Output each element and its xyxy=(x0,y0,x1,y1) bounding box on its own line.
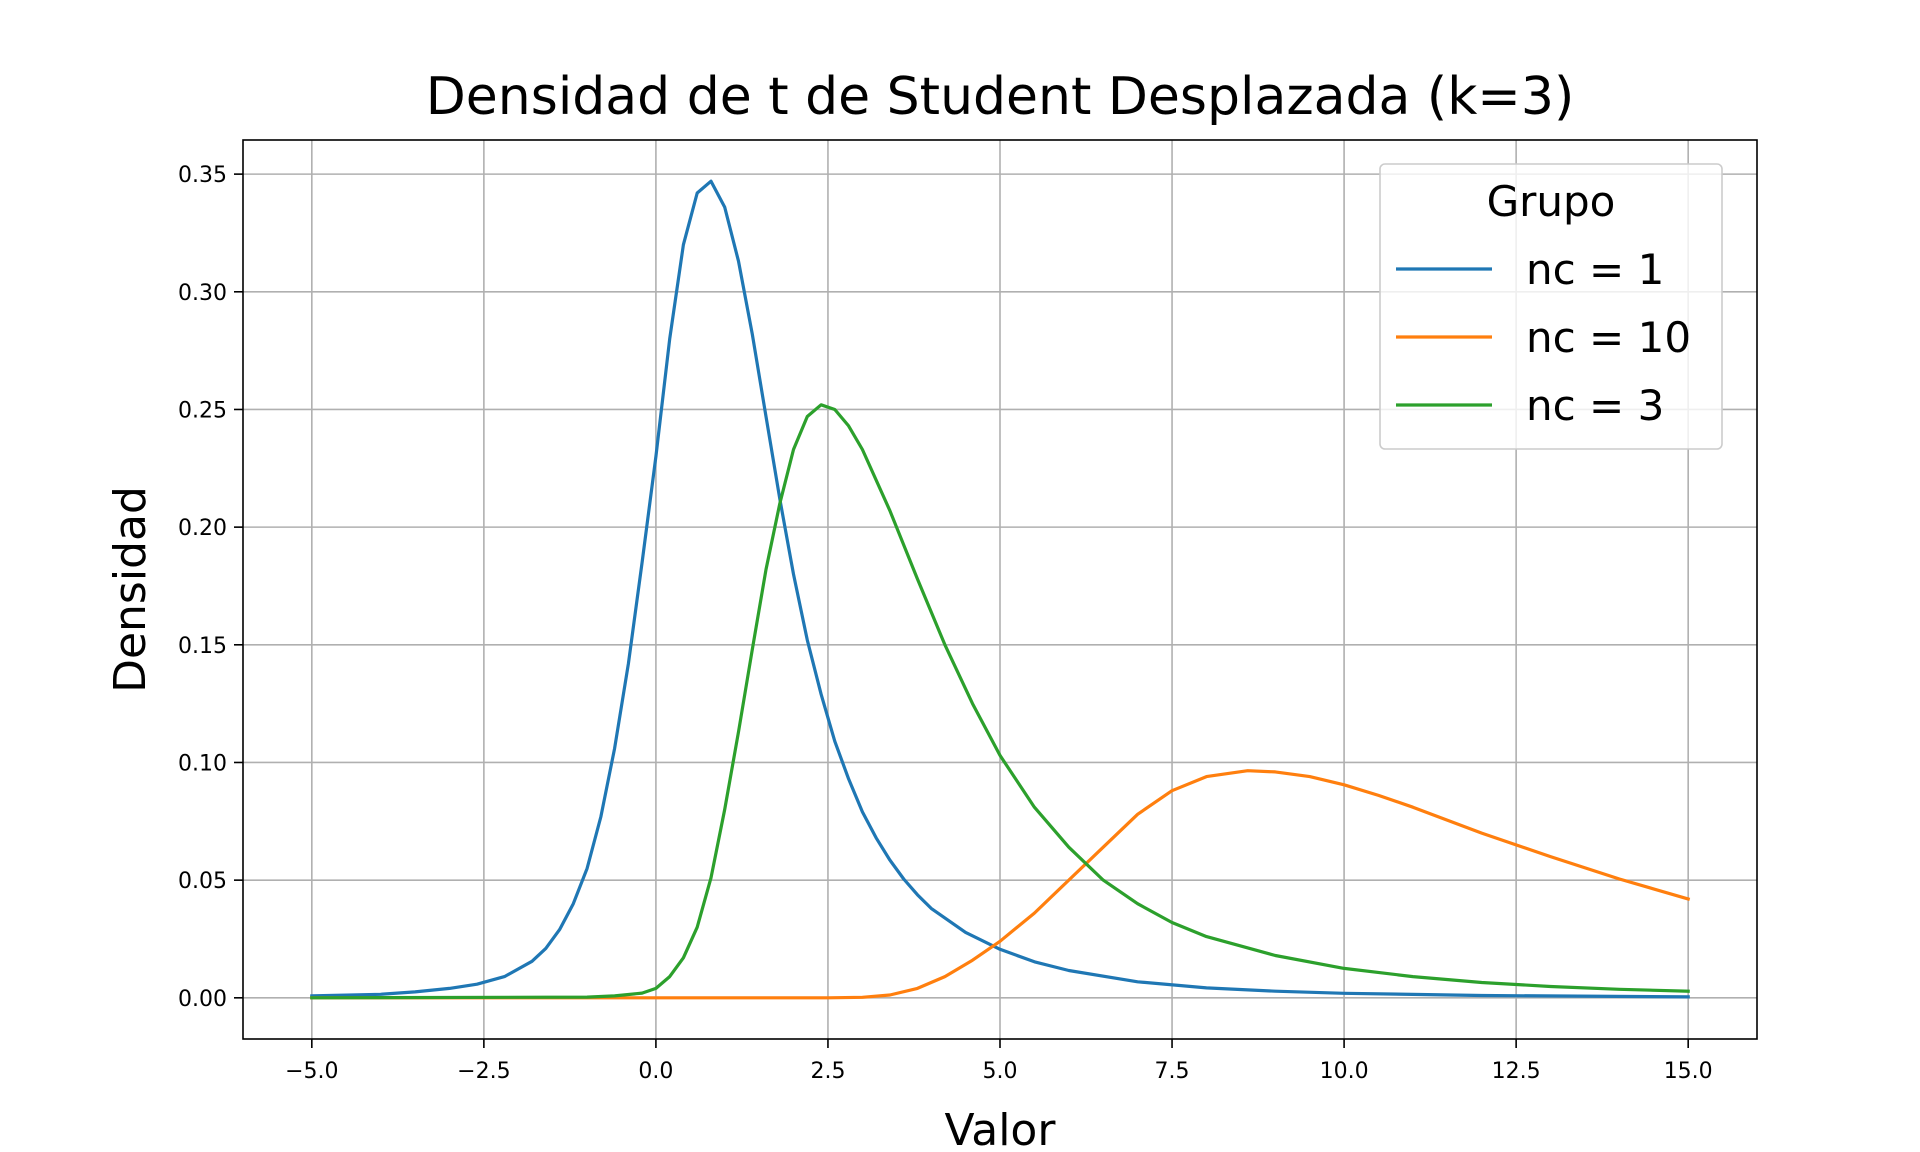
x-tick-label: 5.0 xyxy=(983,1059,1018,1084)
x-tick-label: 7.5 xyxy=(1155,1059,1190,1084)
chart-title: Densidad de t de Student Desplazada (k=3… xyxy=(426,67,1575,127)
legend-label: nc = 1 xyxy=(1526,245,1664,294)
x-tick-label: −5.0 xyxy=(285,1059,338,1084)
series-line-3 xyxy=(310,403,1690,1000)
legend-items: nc = 1 nc = 10 nc = 3 xyxy=(1396,245,1691,430)
x-tick-label: 12.5 xyxy=(1492,1059,1541,1084)
series-line-1 xyxy=(310,179,1690,999)
legend-title: Grupo xyxy=(1487,177,1616,226)
y-tick-label: 0.20 xyxy=(178,516,227,541)
y-tick-label: 0.00 xyxy=(178,987,227,1012)
y-tick-label: 0.15 xyxy=(178,634,227,659)
legend-label: nc = 3 xyxy=(1526,381,1664,430)
x-tick-label: 15.0 xyxy=(1664,1059,1713,1084)
y-tick-label: 0.10 xyxy=(178,751,227,776)
x-tick-label: 2.5 xyxy=(810,1059,845,1084)
legend: Grupo nc = 1 nc = 10 nc = 3 xyxy=(1379,163,1723,450)
y-tick-label: 0.35 xyxy=(178,163,227,188)
series-layer xyxy=(310,179,1691,1000)
x-tick-label: 0.0 xyxy=(638,1059,673,1084)
series-line-2 xyxy=(310,769,1691,1000)
x-tick-label: −2.5 xyxy=(457,1059,510,1084)
legend-box xyxy=(1379,163,1723,450)
x-axis: −5.0 −2.5 0.0 2.5 5.0 7.5 10.0 12.5 15.0 xyxy=(285,1039,1713,1084)
y-axis-label: Densidad xyxy=(105,486,156,693)
x-axis-label: Valor xyxy=(945,1105,1057,1152)
y-tick-label: 0.30 xyxy=(178,281,227,306)
y-axis: 0.00 0.05 0.10 0.15 0.20 0.25 0.30 0.35 xyxy=(178,163,243,1012)
y-tick-label: 0.25 xyxy=(178,398,227,423)
y-tick-label: 0.05 xyxy=(178,869,227,894)
x-tick-label: 10.0 xyxy=(1320,1059,1369,1084)
legend-label: nc = 10 xyxy=(1526,313,1691,362)
